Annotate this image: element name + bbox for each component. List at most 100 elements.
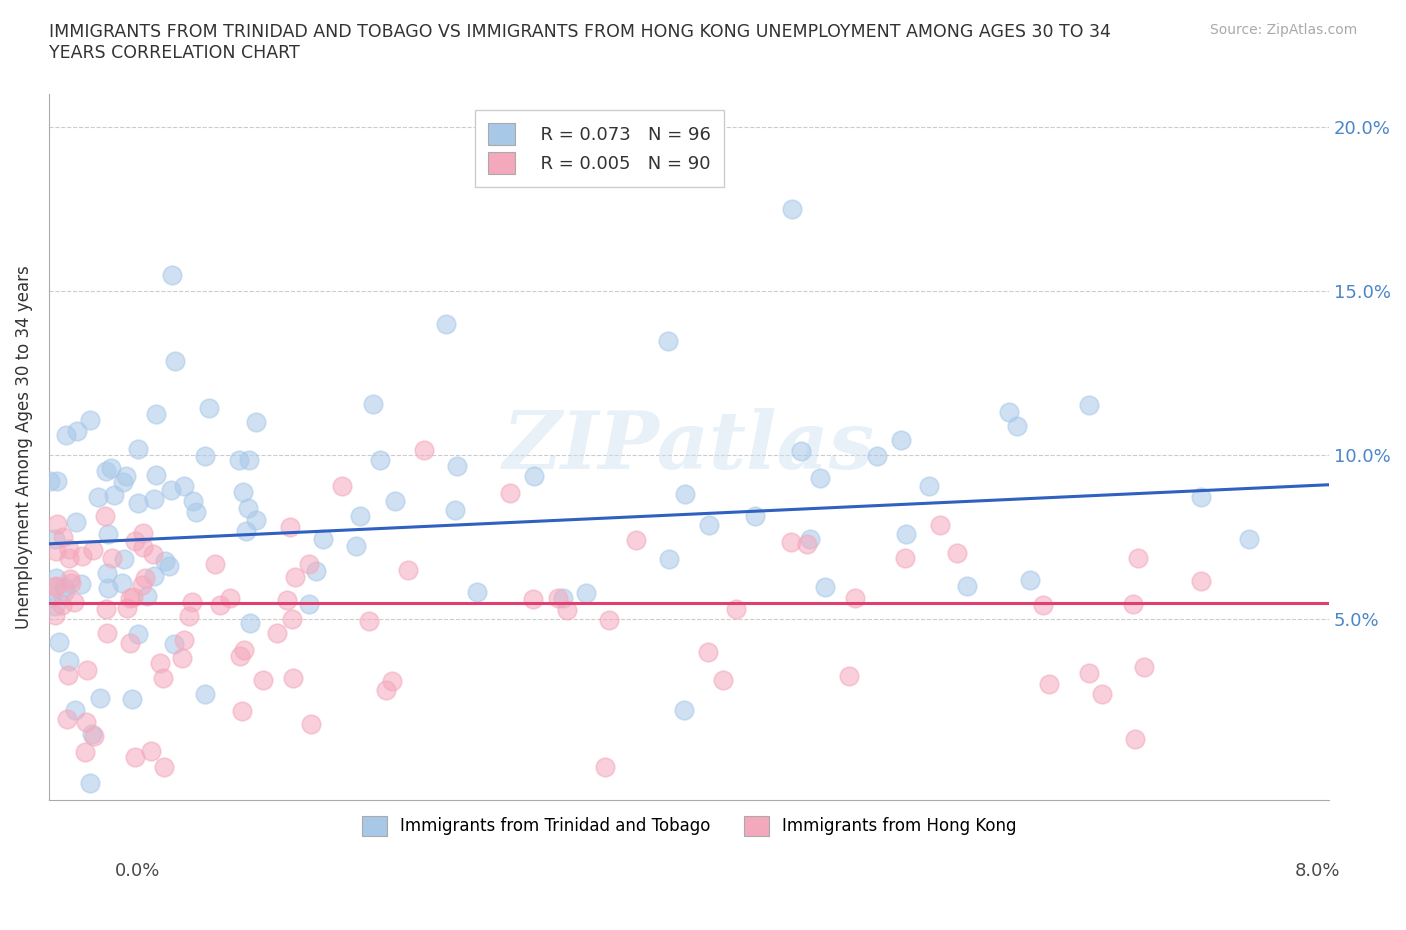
Point: [555, 602, 578, 617]
Point: [799, 532, 821, 547]
Point: [115, 468, 138, 483]
Point: [233, 642, 256, 657]
Point: [553, 591, 575, 605]
Point: [929, 518, 952, 533]
Point: [55, 711, 77, 726]
Point: [1091, 686, 1114, 701]
Point: [149, 656, 172, 671]
Point: [58, 541, 80, 556]
Point: [96, 565, 118, 580]
Point: [134, 570, 156, 585]
Point: [97, 580, 120, 595]
Point: [499, 485, 522, 500]
Point: [48, 634, 70, 649]
Point: [63, 702, 86, 717]
Point: [1005, 418, 1028, 433]
Point: [298, 596, 321, 611]
Point: [523, 469, 546, 484]
Point: [956, 578, 979, 593]
Point: [711, 672, 734, 687]
Point: [235, 524, 257, 538]
Point: [115, 601, 138, 616]
Point: [135, 589, 157, 604]
Point: [124, 750, 146, 764]
Point: [1133, 659, 1156, 674]
Point: [280, 612, 302, 627]
Point: [180, 595, 202, 610]
Point: [194, 448, 217, 463]
Point: [53, 579, 76, 594]
Point: [1038, 677, 1060, 692]
Point: [595, 760, 617, 775]
Point: [238, 452, 260, 467]
Point: [236, 501, 259, 516]
Text: ZIPatlas: ZIPatlas: [503, 408, 875, 485]
Point: [127, 442, 149, 457]
Point: [143, 568, 166, 583]
Point: [52, 529, 75, 544]
Point: [46, 517, 69, 532]
Point: [179, 608, 201, 623]
Point: [522, 591, 544, 606]
Point: [1078, 666, 1101, 681]
Point: [128, 627, 150, 642]
Point: [657, 334, 679, 349]
Point: [69, 577, 91, 591]
Point: [808, 470, 831, 485]
Point: [219, 591, 242, 605]
Point: [232, 485, 254, 499]
Text: Source: ZipAtlas.com: Source: ZipAtlas.com: [1209, 23, 1357, 37]
Point: [51, 597, 73, 612]
Point: [696, 644, 718, 659]
Point: [186, 505, 208, 520]
Point: [697, 517, 720, 532]
Point: [170, 651, 193, 666]
Point: [349, 508, 371, 523]
Point: [896, 526, 918, 541]
Point: [62, 594, 84, 609]
Point: [112, 551, 135, 566]
Point: [181, 494, 204, 509]
Point: [70, 549, 93, 564]
Point: [779, 534, 801, 549]
Point: [45, 571, 67, 586]
Point: [266, 626, 288, 641]
Text: IMMIGRANTS FROM TRINIDAD AND TOBAGO VS IMMIGRANTS FROM HONG KONG UNEMPLOYMENT AM: IMMIGRANTS FROM TRINIDAD AND TOBAGO VS I…: [49, 23, 1111, 62]
Point: [153, 554, 176, 569]
Point: [163, 353, 186, 368]
Point: [838, 669, 860, 684]
Point: [145, 468, 167, 483]
Point: [194, 686, 217, 701]
Point: [446, 458, 468, 473]
Point: [894, 551, 917, 566]
Point: [780, 202, 803, 217]
Point: [209, 598, 232, 613]
Point: [434, 316, 457, 331]
Point: [375, 683, 398, 698]
Point: [101, 551, 124, 565]
Point: [59, 571, 82, 586]
Point: [278, 520, 301, 535]
Point: [744, 509, 766, 524]
Point: [76, 663, 98, 678]
Point: [173, 632, 195, 647]
Point: [197, 401, 219, 416]
Point: [59, 576, 82, 591]
Point: [946, 546, 969, 561]
Point: [796, 537, 818, 551]
Point: [103, 487, 125, 502]
Point: [111, 576, 134, 591]
Point: [55, 428, 77, 443]
Point: [228, 453, 250, 468]
Point: [1189, 573, 1212, 588]
Point: [65, 514, 87, 529]
Point: [1123, 732, 1146, 747]
Point: [330, 479, 353, 494]
Point: [1189, 490, 1212, 505]
Point: [1122, 596, 1144, 611]
Point: [157, 558, 180, 573]
Point: [298, 556, 321, 571]
Point: [75, 745, 97, 760]
Point: [598, 612, 620, 627]
Point: [1078, 397, 1101, 412]
